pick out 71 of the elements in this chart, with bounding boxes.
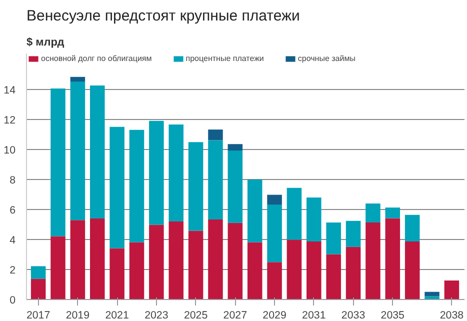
bar — [424, 296, 440, 300]
bar — [267, 204, 282, 262]
bar — [70, 76, 86, 82]
bar — [385, 218, 400, 300]
y-tick-label: 2 — [10, 264, 16, 276]
y-tick-label: 10 — [4, 144, 16, 156]
x-tick-label: 2025 — [184, 310, 208, 321]
bar — [208, 140, 223, 220]
bar — [228, 150, 243, 223]
chart-subtitle: $ млрд — [26, 36, 64, 48]
x-tick-label: 2038 — [440, 310, 464, 321]
bar — [129, 130, 144, 242]
bar — [247, 242, 262, 300]
bar — [110, 248, 124, 300]
bar — [267, 262, 282, 300]
legend-label: срочные займы — [298, 54, 356, 63]
bar — [208, 220, 223, 300]
bar — [168, 222, 184, 300]
y-tick-label: 14 — [4, 84, 16, 96]
bar — [424, 292, 440, 296]
bar — [228, 222, 243, 300]
bar — [50, 236, 66, 300]
x-tick-label: 2021 — [105, 310, 129, 321]
bar — [267, 194, 282, 205]
legend-label: основной долг по облигациям — [41, 54, 152, 63]
bar — [90, 218, 105, 300]
bar — [286, 188, 302, 240]
bar — [70, 82, 86, 220]
bar — [404, 241, 420, 300]
x-tick-label: 2027 — [223, 310, 248, 321]
bar — [168, 124, 184, 222]
bar — [228, 144, 243, 151]
x-tick-label: 2035 — [380, 310, 405, 321]
x-tick-label: 2023 — [144, 310, 168, 321]
y-tick-label: 12 — [4, 114, 16, 126]
x-tick-label: 2033 — [341, 310, 366, 321]
bar — [286, 240, 302, 300]
chart-title: Венесуэле предстоят крупные платежи — [26, 8, 300, 24]
bar — [366, 204, 380, 223]
bar — [306, 241, 322, 300]
y-tick-label: 0 — [10, 294, 16, 306]
bar — [326, 254, 341, 300]
y-tick-label: 8 — [10, 174, 16, 186]
x-tick-label: 2019 — [66, 310, 90, 321]
x-tick-label: 2031 — [302, 310, 326, 321]
bar — [208, 130, 223, 140]
bar — [70, 220, 86, 300]
y-tick-label: 4 — [10, 234, 16, 246]
bar — [90, 85, 105, 218]
bar — [149, 120, 164, 225]
bar — [326, 222, 341, 254]
y-tick-label: 6 — [10, 204, 16, 216]
bar — [188, 230, 204, 300]
bar — [110, 126, 124, 248]
bar — [50, 88, 66, 236]
x-tick-label: 2029 — [262, 310, 286, 321]
bar — [444, 280, 460, 300]
bar — [404, 214, 420, 242]
bar — [366, 222, 380, 300]
bar — [346, 246, 361, 300]
legend-label: процентные платежи — [186, 54, 264, 63]
bar — [306, 198, 322, 242]
bar — [149, 224, 164, 300]
bar — [346, 220, 361, 247]
bar — [129, 242, 144, 300]
bar — [188, 142, 204, 231]
bar — [385, 208, 400, 218]
bar — [247, 180, 262, 242]
bar — [30, 278, 46, 300]
bar — [30, 266, 46, 279]
x-tick-label: 2017 — [26, 310, 50, 321]
